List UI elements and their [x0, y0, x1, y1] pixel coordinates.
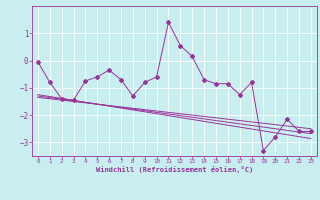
X-axis label: Windchill (Refroidissement éolien,°C): Windchill (Refroidissement éolien,°C): [96, 166, 253, 173]
